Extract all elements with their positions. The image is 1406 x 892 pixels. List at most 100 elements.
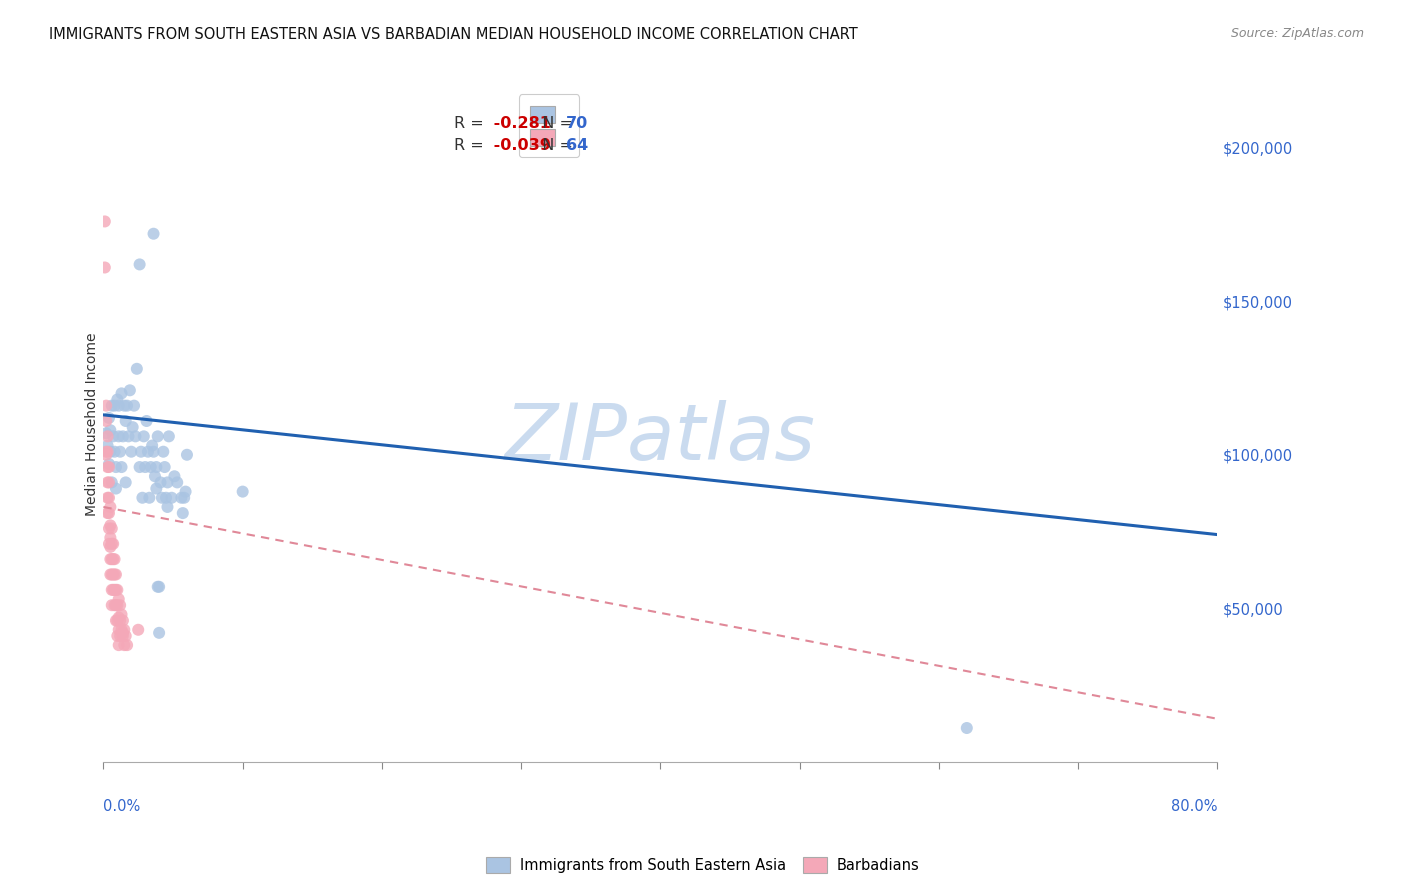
Point xyxy=(107,399,129,413)
Point xyxy=(97,491,120,505)
Point xyxy=(100,521,122,535)
Point xyxy=(96,448,118,462)
Point xyxy=(100,399,122,413)
Text: 70: 70 xyxy=(565,116,588,131)
Point xyxy=(149,475,172,490)
Point xyxy=(101,567,124,582)
Point xyxy=(96,426,118,441)
Point xyxy=(122,399,145,413)
Point xyxy=(96,399,118,413)
Point xyxy=(101,429,124,443)
Point xyxy=(100,598,122,612)
Point xyxy=(127,623,149,637)
Point xyxy=(100,423,122,437)
Text: IMMIGRANTS FROM SOUTH EASTERN ASIA VS BARBADIAN MEDIAN HOUSEHOLD INCOME CORRELAT: IMMIGRANTS FROM SOUTH EASTERN ASIA VS BA… xyxy=(49,27,858,42)
Legend: Immigrants from South Eastern Asia, Barbadians: Immigrants from South Eastern Asia, Barb… xyxy=(479,850,927,880)
Text: R =: R = xyxy=(454,116,489,131)
Point xyxy=(100,540,122,554)
Point xyxy=(146,580,169,594)
Point xyxy=(104,614,127,628)
Point xyxy=(97,429,120,443)
Point xyxy=(134,460,156,475)
Point xyxy=(104,460,127,475)
Point xyxy=(160,491,183,505)
Point xyxy=(94,260,117,275)
Point xyxy=(98,411,121,425)
Point xyxy=(118,384,141,398)
Point xyxy=(152,444,174,458)
Text: Source: ZipAtlas.com: Source: ZipAtlas.com xyxy=(1230,27,1364,40)
Point xyxy=(135,414,157,428)
Point xyxy=(101,537,124,551)
Point xyxy=(100,518,122,533)
Point xyxy=(156,500,179,514)
Text: -0.039: -0.039 xyxy=(488,137,551,153)
Point xyxy=(100,531,122,545)
Point xyxy=(107,623,129,637)
Point xyxy=(94,214,117,228)
Point xyxy=(114,629,136,643)
Point xyxy=(131,491,153,505)
Point xyxy=(100,552,122,566)
Point xyxy=(96,414,118,428)
Point xyxy=(103,552,125,566)
Point xyxy=(124,429,146,443)
Point xyxy=(107,610,129,624)
Point xyxy=(105,598,128,612)
Point xyxy=(108,598,131,612)
Point xyxy=(142,227,165,241)
Point xyxy=(173,491,195,505)
Point xyxy=(107,592,129,607)
Point xyxy=(174,484,197,499)
Point xyxy=(111,614,134,628)
Point xyxy=(100,500,122,514)
Point xyxy=(155,491,177,505)
Point xyxy=(97,475,120,490)
Text: -0.281: -0.281 xyxy=(488,116,551,131)
Point xyxy=(98,491,121,505)
Point xyxy=(115,638,138,652)
Point xyxy=(98,537,121,551)
Point xyxy=(132,429,155,443)
Point xyxy=(120,444,142,458)
Point xyxy=(114,414,136,428)
Point xyxy=(98,521,121,535)
Point xyxy=(104,482,127,496)
Point xyxy=(101,582,124,597)
Point xyxy=(111,625,134,640)
Point xyxy=(138,491,160,505)
Point xyxy=(105,614,128,628)
Point xyxy=(148,625,170,640)
Point xyxy=(142,444,165,458)
Point xyxy=(166,475,188,490)
Point xyxy=(111,429,134,443)
Point xyxy=(110,460,132,475)
Text: N =: N = xyxy=(533,137,578,153)
Point xyxy=(104,598,127,612)
Point xyxy=(110,386,132,401)
Point xyxy=(98,506,121,520)
Point xyxy=(163,469,186,483)
Point xyxy=(145,482,167,496)
Point xyxy=(100,552,122,566)
Point xyxy=(107,638,129,652)
Point xyxy=(172,506,194,520)
Point xyxy=(176,448,198,462)
Point xyxy=(136,444,159,458)
Point xyxy=(114,475,136,490)
Point xyxy=(232,484,254,499)
Point xyxy=(156,475,179,490)
Point xyxy=(97,444,120,458)
Text: 0.0%: 0.0% xyxy=(104,799,141,814)
Point xyxy=(103,567,125,582)
Point xyxy=(141,439,163,453)
Point xyxy=(103,399,125,413)
Text: R =: R = xyxy=(454,137,489,153)
Point xyxy=(112,399,135,413)
Point xyxy=(101,552,124,566)
Point xyxy=(117,429,139,443)
Point xyxy=(110,623,132,637)
Text: 64: 64 xyxy=(565,137,588,153)
Point xyxy=(170,491,193,505)
Point xyxy=(98,460,121,475)
